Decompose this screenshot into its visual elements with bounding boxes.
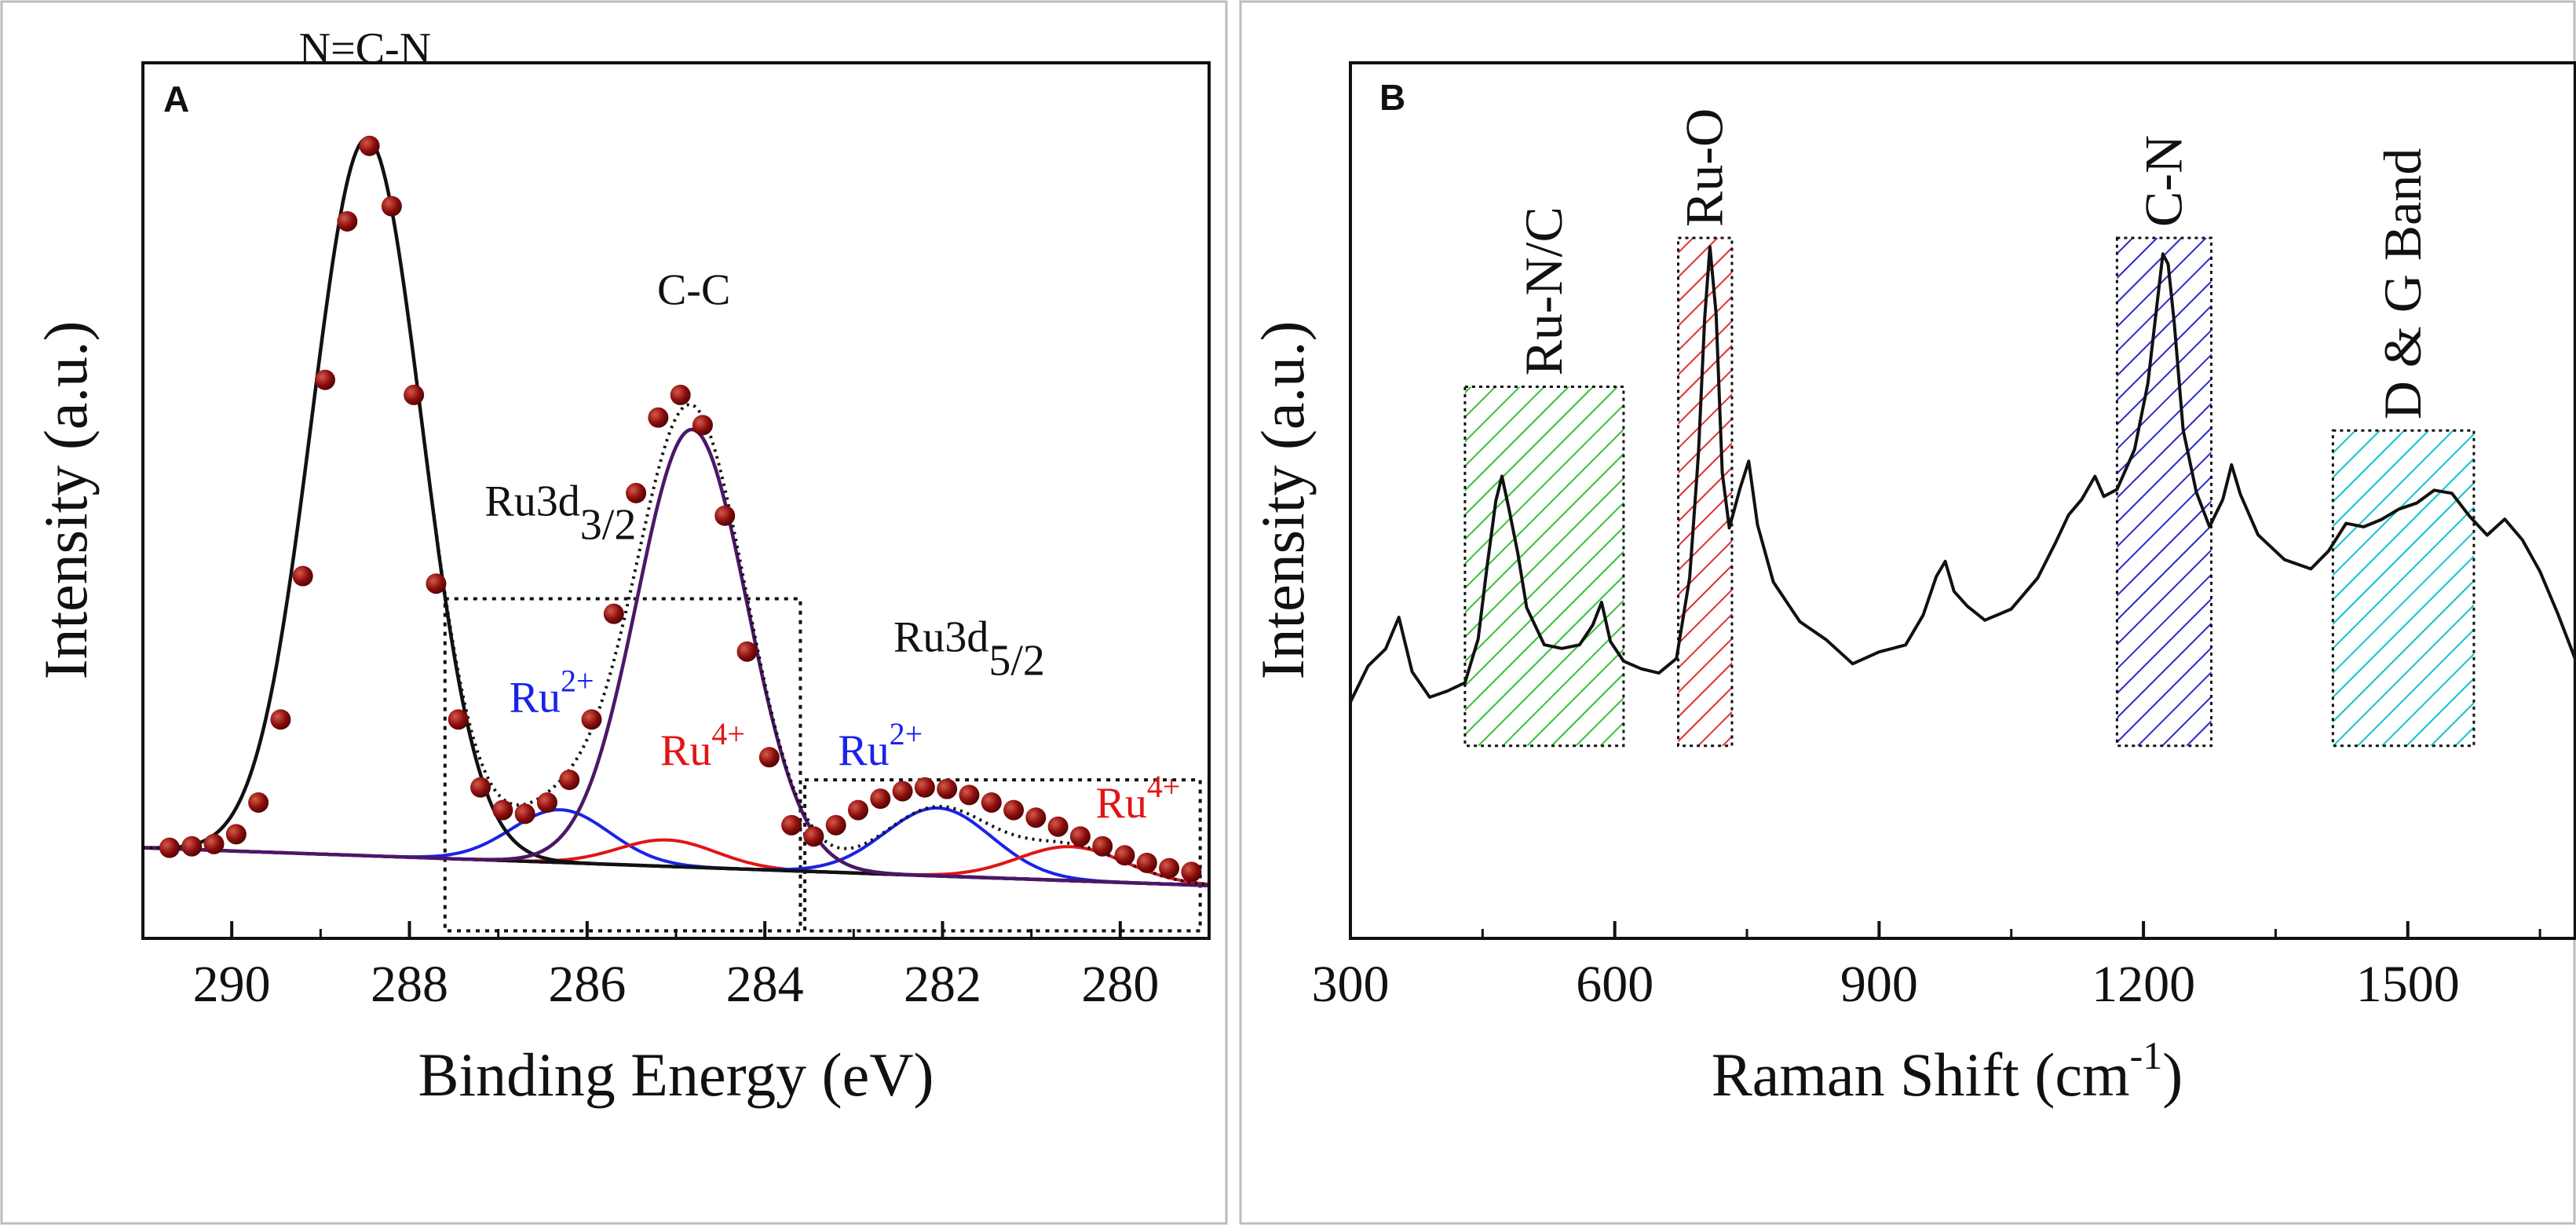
data-point xyxy=(159,837,180,858)
data-point xyxy=(470,777,491,798)
data-point xyxy=(670,384,691,405)
x-tick-label: 900 xyxy=(1840,956,1918,1013)
data-point xyxy=(337,210,358,232)
peak-label: Ru2+ xyxy=(510,664,594,722)
data-point xyxy=(581,709,602,730)
peak-label: C-C xyxy=(657,266,730,315)
data-point xyxy=(426,573,447,594)
panel-a-letter-bg xyxy=(154,71,215,126)
data-point xyxy=(314,369,335,390)
x-tick-label: 290 xyxy=(193,956,271,1013)
x-tick-label: 1500 xyxy=(2356,956,2460,1013)
data-point xyxy=(359,135,380,156)
data-point xyxy=(514,803,535,825)
data-point xyxy=(692,415,713,436)
peak-label: Ru3d5/2 xyxy=(893,613,1045,686)
x-tick-label: 300 xyxy=(1312,956,1390,1013)
x-tick-label: 284 xyxy=(726,956,804,1013)
data-point xyxy=(381,196,402,217)
panel-a-frame xyxy=(0,0,1228,1225)
data-point xyxy=(1159,858,1180,879)
peak-label: Ru4+ xyxy=(1096,769,1181,828)
peak-label: Ru3d3/2 xyxy=(484,477,636,550)
peak-label: Ru4+ xyxy=(660,716,745,775)
band-box-d-g-band xyxy=(2331,429,2476,748)
data-point xyxy=(870,788,891,810)
data-point xyxy=(1136,852,1157,873)
data-point xyxy=(1092,836,1113,857)
data-point xyxy=(1069,826,1091,847)
data-point xyxy=(492,799,513,821)
x-tick-label: 286 xyxy=(548,956,626,1013)
panel-b-plot-frame xyxy=(1349,61,2576,940)
data-point xyxy=(603,603,624,624)
data-point xyxy=(981,792,1002,813)
data-point xyxy=(626,482,647,503)
panel-b-x-axis-title: Raman Shift (cm-1) xyxy=(1712,1033,2183,1109)
data-point xyxy=(404,384,425,405)
panel-a-y-axis-title: Intensity (a.u.) xyxy=(31,320,100,679)
band-box-ru-n-c xyxy=(1463,386,1625,748)
data-point xyxy=(825,814,846,836)
data-point xyxy=(736,641,758,662)
band-label-ru-o: Ru-O xyxy=(1675,108,1734,227)
data-point xyxy=(1114,845,1135,866)
raman-spectrum-line xyxy=(1349,245,2574,703)
x-tick-label: 282 xyxy=(904,956,981,1013)
data-point xyxy=(1181,861,1202,883)
panel-a-letter: A xyxy=(163,79,189,119)
x-tick-label: 1200 xyxy=(2092,956,2195,1013)
data-point xyxy=(1047,816,1069,837)
panel-b: B Ru-N/C Ru-O C-N D & G Band 300 600 900 1200 1… xyxy=(1239,0,2576,1225)
data-point xyxy=(892,781,913,802)
data-point xyxy=(1003,799,1025,821)
panel-b-y-axis-title: Intensity (a.u.) xyxy=(1248,320,1317,679)
peak-label: Ru2+ xyxy=(838,716,923,775)
data-point xyxy=(714,505,736,526)
data-point xyxy=(648,407,669,428)
band-label-c-n: C-N xyxy=(2133,135,2193,227)
data-point xyxy=(536,792,557,813)
data-point xyxy=(803,826,824,847)
series-c-c xyxy=(142,427,1209,887)
data-point xyxy=(781,814,802,836)
data-point xyxy=(292,565,313,587)
data-point xyxy=(847,799,868,821)
data-point xyxy=(270,709,291,730)
data-point xyxy=(448,709,469,730)
peak-label: N=C-N xyxy=(299,24,431,73)
data-point xyxy=(225,824,247,845)
data-point xyxy=(1025,807,1047,828)
data-point xyxy=(248,792,269,813)
x-tick-label: 600 xyxy=(1576,956,1653,1013)
data-point xyxy=(914,777,935,798)
ru3d-box-1 xyxy=(443,597,802,933)
x-tick-label: 280 xyxy=(1081,956,1159,1013)
panel-a: A N=C-N C-C Ru3d3/2 Ru3d5/2 Ru2+ Ru4+ Ru2+ Ru4+… xyxy=(0,0,1228,1225)
x-tick-label: 288 xyxy=(371,956,448,1013)
band-label-d-g-band: D & G Band xyxy=(2373,148,2432,420)
data-point xyxy=(181,836,203,857)
data-point xyxy=(203,833,225,854)
panel-b-letter-bg xyxy=(1368,68,1431,122)
series-ru3d5-2-ru2- xyxy=(142,806,1209,887)
panel-a-x-axis-title: Binding Energy (eV) xyxy=(418,1040,934,1109)
data-point xyxy=(758,747,780,768)
data-point xyxy=(937,778,958,799)
panel-b-letter: B xyxy=(1379,77,1405,118)
data-point xyxy=(959,784,980,806)
data-point xyxy=(559,770,580,791)
band-label-ru-n-c: Ru-N/C xyxy=(1514,207,1573,375)
